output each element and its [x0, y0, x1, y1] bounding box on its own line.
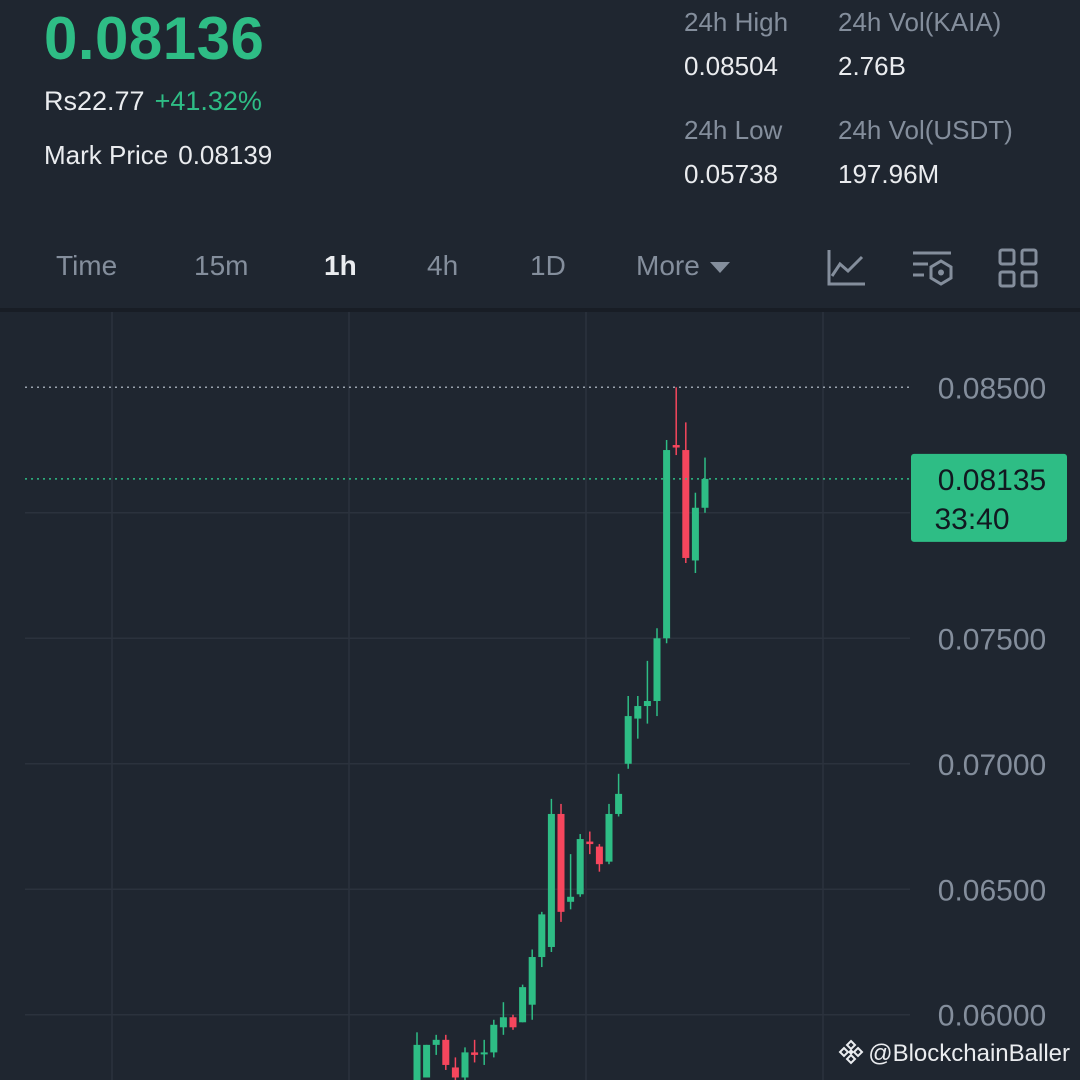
candle-body [519, 987, 527, 1023]
candle-body [586, 841, 594, 845]
stat-24h-vol-base-value: 2.76B [838, 51, 906, 81]
layout-grid-icon[interactable] [996, 246, 1040, 290]
candle-body [643, 701, 651, 707]
y-tick-label: 0.07000 [938, 749, 1046, 782]
tab-more-label: More [636, 250, 700, 281]
chart-settings-icon[interactable] [910, 246, 954, 290]
price-axis: 0.08500 0.07500 0.07000 0.06500 0.06000 [938, 372, 1046, 1032]
mark-price-row[interactable]: Mark Price 0.08139 [44, 140, 272, 171]
price-change-percent: +41.32% [154, 86, 262, 116]
candlestick-chart[interactable]: 0.08135 33:40 0.08500 0.07500 0.07000 0.0650… [0, 312, 1080, 1080]
stat-24h-vol-quote: 24h Vol(USDT) 197.96M [838, 114, 1013, 190]
chart-grid [25, 312, 910, 1080]
candle-body [605, 813, 613, 862]
stat-24h-vol-base: 24h Vol(KAIA) 2.76B [838, 6, 1001, 82]
tab-time[interactable]: Time [56, 250, 118, 281]
fiat-price: Rs22.77 [44, 86, 145, 116]
candle-body [701, 478, 709, 508]
candle-body [615, 793, 623, 814]
tab-1h[interactable]: 1h [324, 250, 357, 281]
candle-body [442, 1039, 450, 1065]
candle-body [547, 813, 555, 947]
price-markers: 0.08135 33:40 [25, 386, 1067, 542]
stat-24h-vol-quote-value: 197.96M [838, 159, 940, 189]
last-price: 0.08136 [44, 5, 265, 72]
candle-body [567, 896, 575, 902]
tab-divider [0, 308, 1080, 312]
candle-body [595, 846, 603, 865]
candles [413, 387, 709, 1080]
stat-24h-low: 24h Low 0.05738 [684, 114, 782, 190]
mark-price-value: 0.08139 [178, 140, 273, 170]
stat-24h-low-value: 0.05738 [684, 159, 778, 189]
candle-body [557, 813, 565, 912]
y-tick-label: 0.06000 [938, 1000, 1046, 1033]
current-price-tag [911, 453, 1067, 542]
y-tick-label: 0.07500 [938, 623, 1046, 656]
mark-price-label[interactable]: Mark Price [44, 140, 169, 170]
indicator-chart-icon[interactable] [824, 246, 868, 290]
tab-4h[interactable]: 4h [427, 250, 459, 281]
y-tick-label: 0.08500 [938, 372, 1046, 405]
fiat-price-row: Rs22.77 +41.32% [44, 86, 262, 117]
tab-1d[interactable]: 1D [530, 250, 566, 281]
candle-body [490, 1024, 498, 1053]
candle-body [480, 1052, 488, 1055]
candle-body [423, 1044, 431, 1078]
stat-24h-vol-base-label: 24h Vol(KAIA) [838, 7, 1002, 37]
candle-body [672, 445, 680, 448]
stat-24h-high-value: 0.08504 [684, 51, 778, 81]
candle-body [461, 1052, 469, 1078]
current-price-label: 0.08135 [938, 464, 1046, 497]
candle-body [499, 1017, 507, 1028]
candle-body [624, 716, 632, 764]
y-tick-label: 0.06500 [938, 874, 1046, 907]
caret-down-icon [709, 262, 730, 274]
interval-tab-bar: Time 15m 1h 4h 1D More [0, 232, 1080, 308]
stat-24h-high: 24h High 0.08504 [684, 6, 788, 82]
candle-body [509, 1017, 517, 1028]
ticker-header: 0.08136 Rs22.77 +41.32% Mark Price 0.08139… [0, 0, 1080, 225]
stat-24h-vol-quote-label: 24h Vol(USDT) [838, 115, 1013, 145]
candle-body [663, 450, 671, 639]
candle-body [634, 706, 642, 719]
candle-countdown: 33:40 [934, 503, 1009, 536]
watermark-text: @BlockchainBaller [868, 1040, 1070, 1067]
tab-more[interactable]: More [636, 250, 730, 282]
candle-body [528, 957, 536, 1005]
tab-15m[interactable]: 15m [194, 250, 249, 281]
candle-body [653, 638, 661, 702]
candle-body [413, 1044, 421, 1080]
candle-body [451, 1067, 459, 1078]
stat-24h-high-label: 24h High [684, 7, 789, 37]
candle-body [471, 1052, 479, 1055]
candle-body [432, 1039, 440, 1045]
candle-body [538, 914, 546, 958]
candle-body [691, 507, 699, 561]
stat-24h-low-label: 24h Low [684, 115, 783, 145]
candle-body [576, 839, 584, 895]
binance-logo-icon [838, 1039, 864, 1065]
candle-body [682, 450, 690, 558]
watermark: @BlockchainBaller [838, 1039, 1070, 1068]
